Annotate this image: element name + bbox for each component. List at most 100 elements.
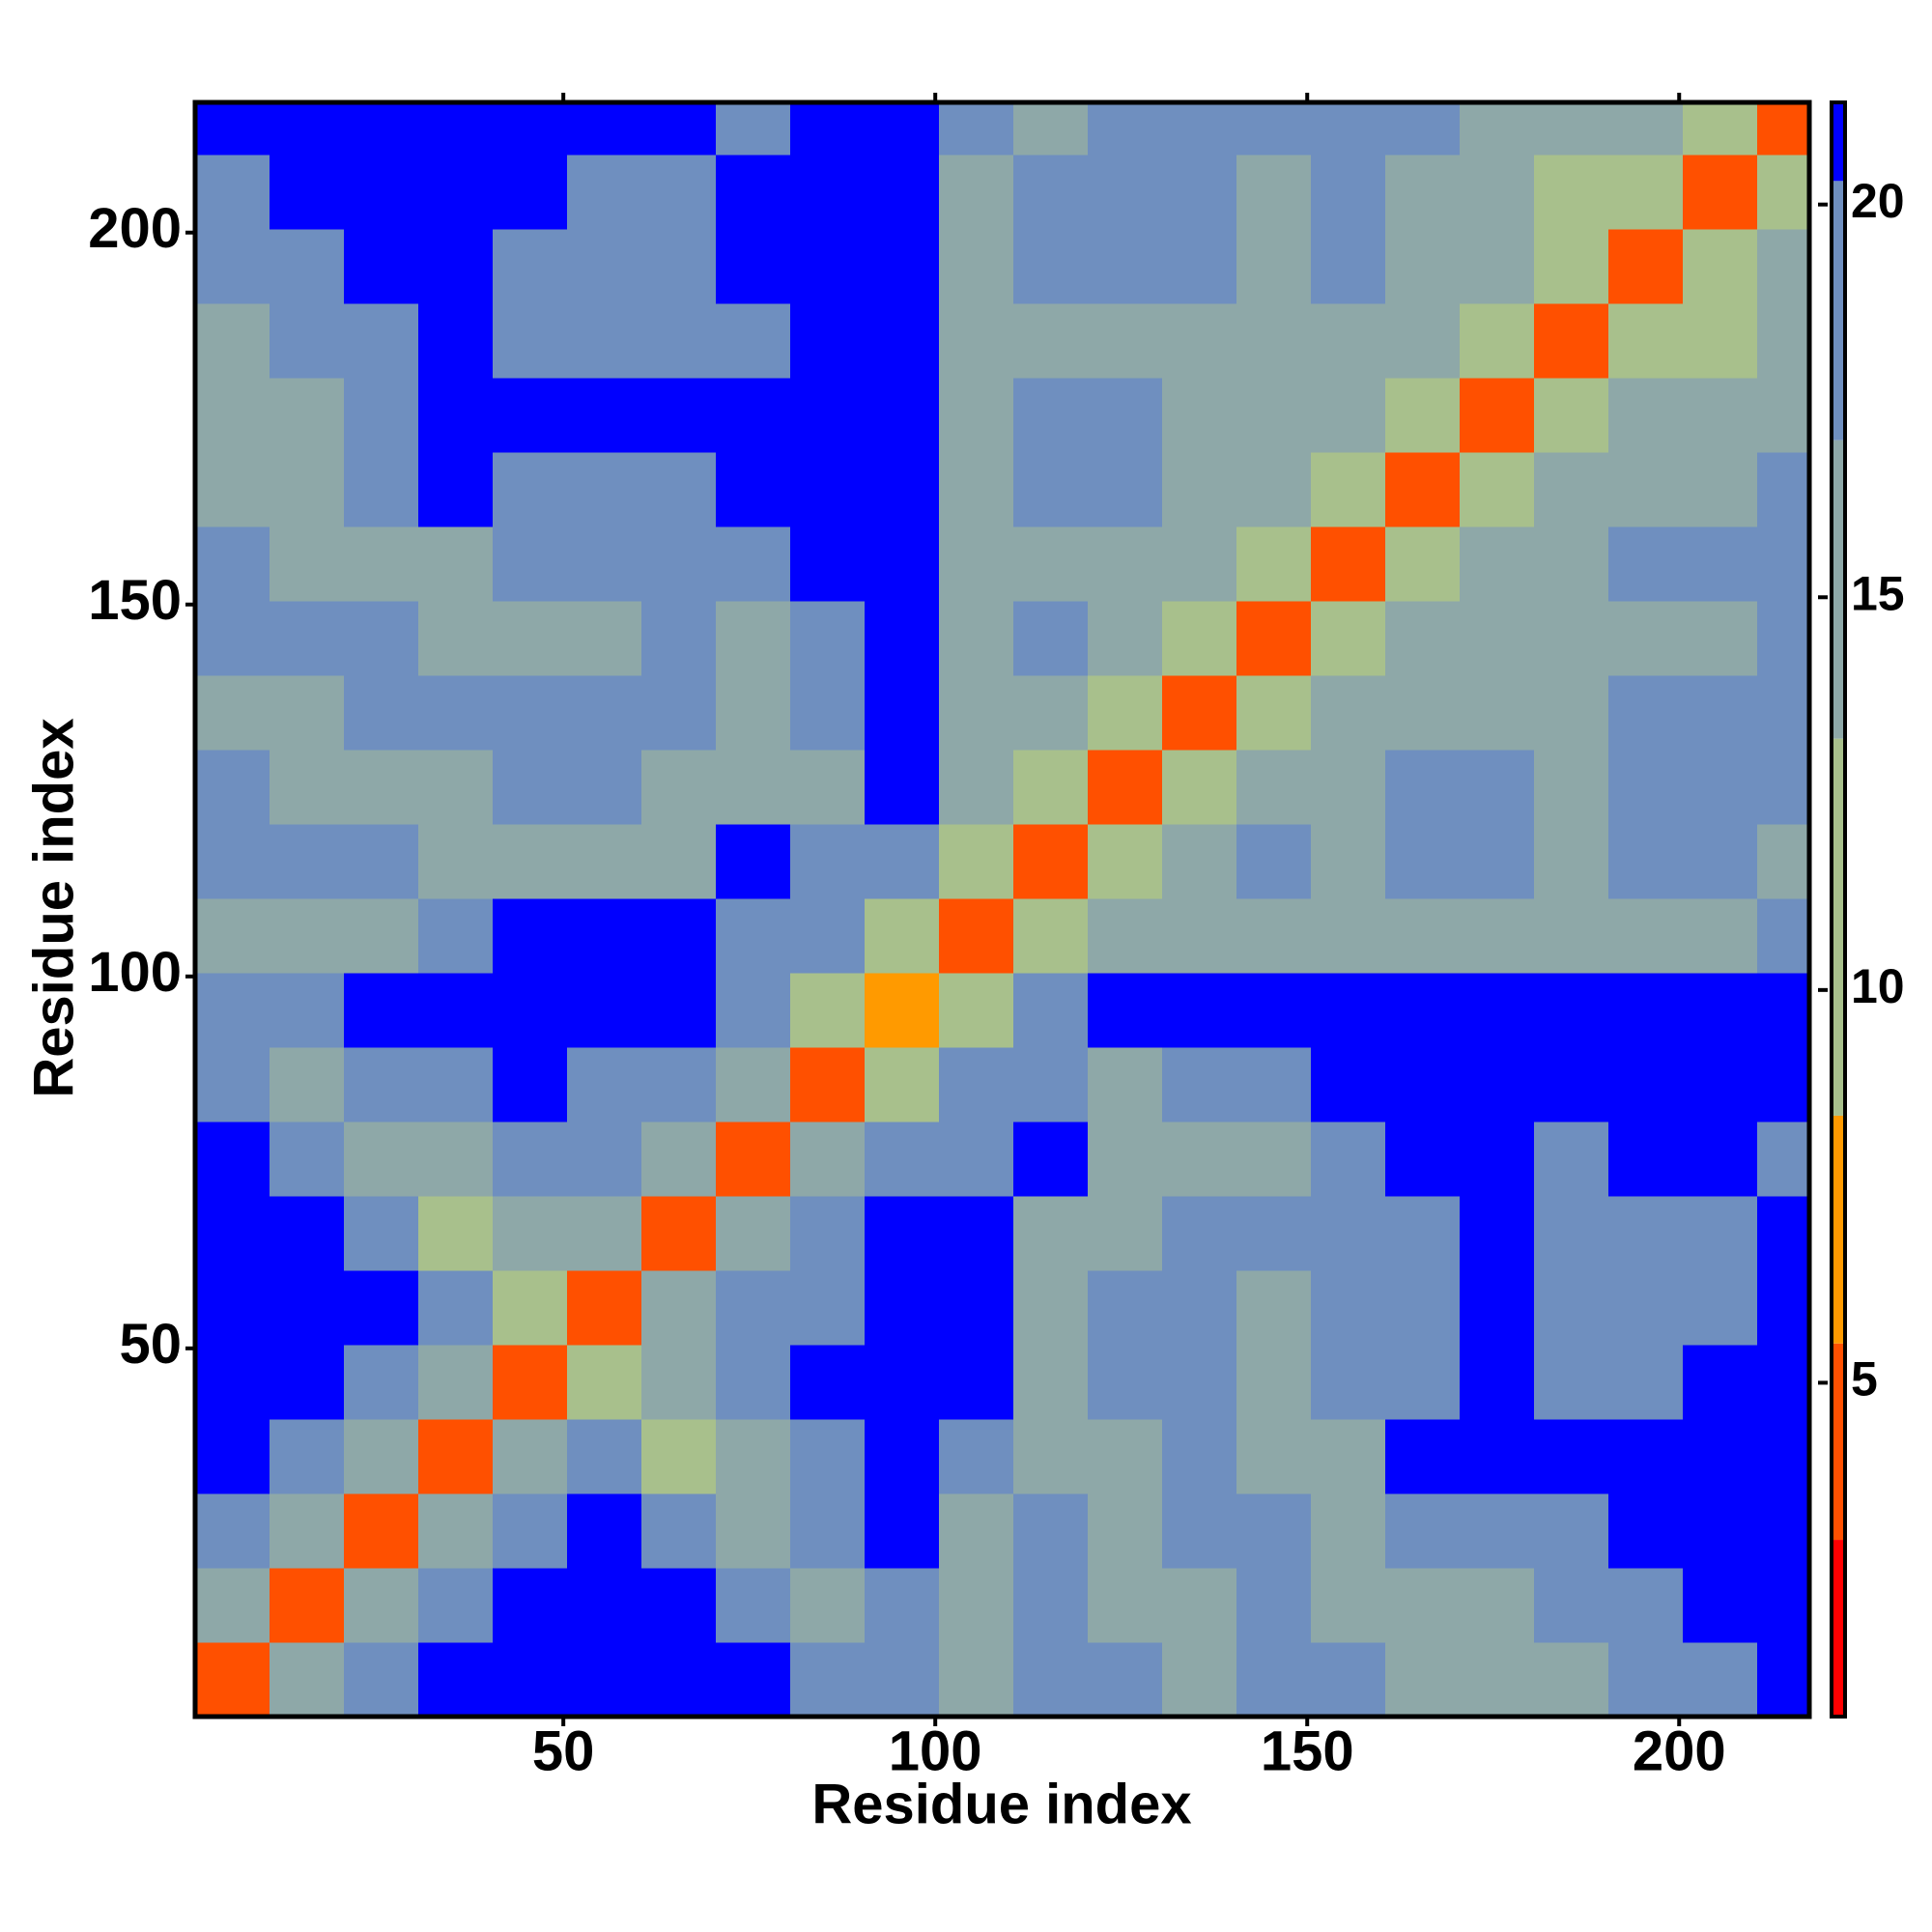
heatmap-cell xyxy=(1088,154,1163,230)
heatmap-cell xyxy=(270,451,345,527)
heatmap-cell xyxy=(270,1269,345,1346)
heatmap-cell xyxy=(1683,302,1758,379)
heatmap-cell xyxy=(1757,1121,1810,1197)
heatmap-cell xyxy=(939,451,1014,527)
heatmap-cell xyxy=(1162,1195,1237,1271)
heatmap-cell xyxy=(641,1344,717,1420)
heatmap-cell xyxy=(1236,823,1312,899)
heatmap-cell xyxy=(1088,1046,1163,1122)
heatmap-cell xyxy=(1088,674,1163,751)
heatmap-cell xyxy=(567,1121,642,1197)
heatmap-cell xyxy=(270,823,345,899)
heatmap-cell xyxy=(1162,1121,1237,1197)
heatmap-cell xyxy=(1385,302,1461,379)
heatmap-cell xyxy=(1385,1567,1461,1643)
heatmap-cell xyxy=(716,897,791,974)
heatmap-cell xyxy=(1460,600,1535,676)
y-tick-label: 200 xyxy=(88,197,182,260)
heatmap-cell xyxy=(1385,1418,1461,1494)
heatmap-cell xyxy=(716,451,791,527)
heatmap-cell xyxy=(1608,1641,1684,1718)
heatmap-cell xyxy=(939,302,1014,379)
heatmap-cell xyxy=(790,302,866,379)
heatmap-cell xyxy=(344,749,419,825)
heatmap-cell xyxy=(1608,749,1684,825)
heatmap-cell xyxy=(716,1418,791,1494)
heatmap-cell xyxy=(1236,377,1312,453)
heatmap-cell xyxy=(1385,1641,1461,1718)
heatmap-cell xyxy=(195,823,270,899)
heatmap-cell xyxy=(1385,897,1461,974)
heatmap-cell xyxy=(418,972,494,1048)
heatmap-cell xyxy=(865,302,940,379)
heatmap-cell xyxy=(641,897,717,974)
heatmap-cell xyxy=(270,228,345,304)
heatmap-cell xyxy=(493,102,568,156)
heatmap-cell xyxy=(1460,1344,1535,1420)
heatmap-cell xyxy=(939,1567,1014,1643)
heatmap-cell xyxy=(1460,749,1535,825)
heatmap-cell xyxy=(641,1492,717,1569)
heatmap-cell xyxy=(865,228,940,304)
heatmap-cell xyxy=(493,1195,568,1271)
heatmap-cell xyxy=(493,526,568,602)
heatmap-cell xyxy=(567,1195,642,1271)
heatmap-cell xyxy=(716,377,791,453)
heatmap-cell xyxy=(493,749,568,825)
heatmap-cell xyxy=(195,1567,270,1643)
heatmap-cell xyxy=(418,1269,494,1346)
heatmap-cell xyxy=(1162,228,1237,304)
colorbar-tick-label: 5 xyxy=(1851,1352,1878,1406)
heatmap-cell xyxy=(1534,377,1609,453)
heatmap-cell xyxy=(418,154,494,230)
heatmap-cell xyxy=(1236,1418,1312,1494)
heatmap-cell xyxy=(493,1641,568,1718)
heatmap-cell xyxy=(567,1269,642,1346)
heatmap-cell xyxy=(1385,823,1461,899)
heatmap-cell xyxy=(939,1344,1014,1420)
heatmap-cell xyxy=(865,897,940,974)
heatmap-cell xyxy=(195,228,270,304)
heatmap-cell xyxy=(344,972,419,1048)
heatmap-cell xyxy=(270,1492,345,1569)
heatmap-cell xyxy=(1236,102,1312,156)
heatmap-cell xyxy=(1683,377,1758,453)
heatmap-cell xyxy=(1683,102,1758,156)
heatmap-cell xyxy=(1385,749,1461,825)
heatmap-cell xyxy=(716,1344,791,1420)
heatmap-cell xyxy=(1534,972,1609,1048)
heatmap-cell xyxy=(270,377,345,453)
heatmap-cell xyxy=(1385,674,1461,751)
heatmap-cell xyxy=(1683,1492,1758,1569)
heatmap-cell xyxy=(1311,154,1386,230)
heatmap-cell xyxy=(195,1492,270,1569)
heatmap-cell xyxy=(790,1492,866,1569)
heatmap-cell xyxy=(195,526,270,602)
heatmap-cell xyxy=(1236,1344,1312,1420)
heatmap-cell xyxy=(1013,972,1089,1048)
heatmap-cell xyxy=(567,1344,642,1420)
heatmap-cell xyxy=(1385,972,1461,1048)
heatmap-cell xyxy=(195,972,270,1048)
heatmap-cell xyxy=(567,154,642,230)
heatmap-cell xyxy=(1013,526,1089,602)
heatmap-cell xyxy=(641,377,717,453)
heatmap-cell xyxy=(418,1492,494,1569)
heatmap-cell xyxy=(1236,1492,1312,1569)
heatmap-cell xyxy=(1757,102,1810,156)
heatmap-cell xyxy=(1162,1344,1237,1420)
heatmap-cell xyxy=(1534,154,1609,230)
heatmap-cell xyxy=(1162,823,1237,899)
heatmap-cell xyxy=(418,377,494,453)
heatmap-cell xyxy=(1013,1269,1089,1346)
heatmap-cell xyxy=(1757,897,1810,974)
heatmap-cell xyxy=(790,972,866,1048)
heatmap-cell xyxy=(1608,228,1684,304)
heatmap-cell xyxy=(344,154,419,230)
heatmap-cell xyxy=(1162,1269,1237,1346)
heatmap-cell xyxy=(1757,972,1810,1048)
heatmap-cell xyxy=(344,1046,419,1122)
heatmap-cell xyxy=(865,102,940,156)
heatmap-cell xyxy=(344,102,419,156)
heatmap-cell xyxy=(1683,674,1758,751)
